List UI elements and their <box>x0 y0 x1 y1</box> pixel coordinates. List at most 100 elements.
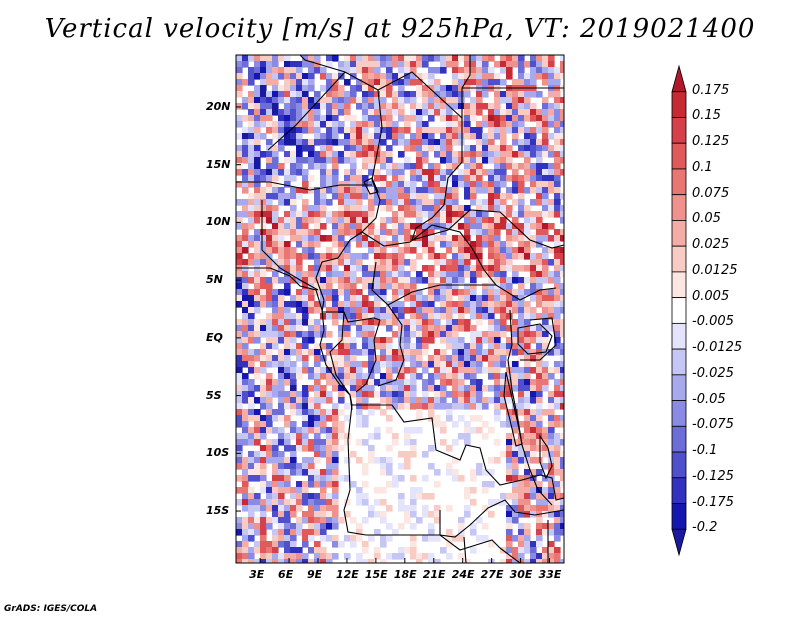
field-cell <box>512 211 519 218</box>
border-line <box>461 55 471 118</box>
field-cell <box>344 499 351 506</box>
field-cell <box>512 289 519 296</box>
field-cell <box>320 259 327 266</box>
field-cell <box>326 55 333 62</box>
field-cell <box>416 301 423 308</box>
field-cell <box>542 127 549 134</box>
field-cell <box>260 211 267 218</box>
field-cell <box>512 337 519 344</box>
field-cell <box>242 361 249 368</box>
field-cell <box>518 499 525 506</box>
field-cell <box>248 511 255 518</box>
field-cell <box>302 97 309 104</box>
field-cell <box>542 547 549 554</box>
field-cell <box>296 523 303 530</box>
field-cell <box>524 241 531 248</box>
field-cell <box>470 241 477 248</box>
field-cell <box>410 187 417 194</box>
field-cell <box>494 193 501 200</box>
field-cell <box>266 493 273 500</box>
field-cell <box>242 541 249 548</box>
field-cell <box>296 397 303 404</box>
field-cell <box>326 103 333 110</box>
field-cell <box>278 535 285 542</box>
field-cell <box>308 145 315 152</box>
field-cell <box>350 229 357 236</box>
field-cell <box>374 61 381 68</box>
field-cell <box>278 121 285 128</box>
field-cell <box>398 499 405 506</box>
field-cell <box>374 529 381 536</box>
field-cell <box>248 259 255 266</box>
field-cell <box>272 91 279 98</box>
field-cell <box>380 499 387 506</box>
field-cell <box>296 319 303 326</box>
field-cell <box>476 109 483 116</box>
field-cell <box>512 181 519 188</box>
field-cell <box>296 103 303 110</box>
field-cell <box>236 211 243 218</box>
field-cell <box>476 385 483 392</box>
field-cell <box>362 559 369 563</box>
field-cell <box>470 103 477 110</box>
field-cell <box>278 355 285 362</box>
field-cell <box>518 79 525 86</box>
field-cell <box>356 97 363 104</box>
field-cell <box>542 475 549 482</box>
field-cell <box>374 277 381 284</box>
field-cell <box>476 391 483 398</box>
field-cell <box>356 265 363 272</box>
field-cell <box>548 511 555 518</box>
field-cell <box>332 469 339 476</box>
field-cell <box>500 163 507 170</box>
field-cell <box>530 253 537 260</box>
field-cell <box>362 493 369 500</box>
field-cell <box>254 271 261 278</box>
field-cell <box>320 133 327 140</box>
field-cell <box>260 109 267 116</box>
field-cell <box>386 259 393 266</box>
field-cell <box>476 229 483 236</box>
lat-label: EQ <box>206 330 223 344</box>
field-cell <box>530 409 537 416</box>
lon-label: 27E <box>480 568 504 581</box>
field-cell <box>398 181 405 188</box>
field-cell <box>470 355 477 362</box>
field-cell <box>338 367 345 374</box>
field-cell <box>392 97 399 104</box>
field-cell <box>452 175 459 182</box>
field-cell <box>266 175 273 182</box>
field-cell <box>524 391 531 398</box>
field-cell <box>380 319 387 326</box>
field-cell <box>554 187 561 194</box>
field-cell <box>416 157 423 164</box>
field-cell <box>326 217 333 224</box>
field-cell <box>296 241 303 248</box>
colorbar-segment <box>671 117 687 144</box>
field-cell <box>308 253 315 260</box>
field-cell <box>266 343 273 350</box>
field-cell <box>236 163 243 170</box>
field-cell <box>494 229 501 236</box>
field-cell <box>314 553 321 560</box>
field-cell <box>242 553 249 560</box>
field-cell <box>350 277 357 284</box>
field-cell <box>332 289 339 296</box>
field-cell <box>464 511 471 518</box>
field-cell <box>368 343 375 350</box>
field-cell <box>326 451 333 458</box>
field-cell <box>542 493 549 500</box>
field-cell <box>482 91 489 98</box>
field-cell <box>242 223 249 230</box>
field-cell <box>374 91 381 98</box>
field-cell <box>410 499 417 506</box>
field-cell <box>362 187 369 194</box>
field-cell <box>446 61 453 68</box>
field-cell <box>272 289 279 296</box>
field-cell <box>266 547 273 554</box>
field-cell <box>410 169 417 176</box>
field-cell <box>308 427 315 434</box>
field-cell <box>314 517 321 524</box>
field-cell <box>548 415 555 422</box>
field-cell <box>464 181 471 188</box>
